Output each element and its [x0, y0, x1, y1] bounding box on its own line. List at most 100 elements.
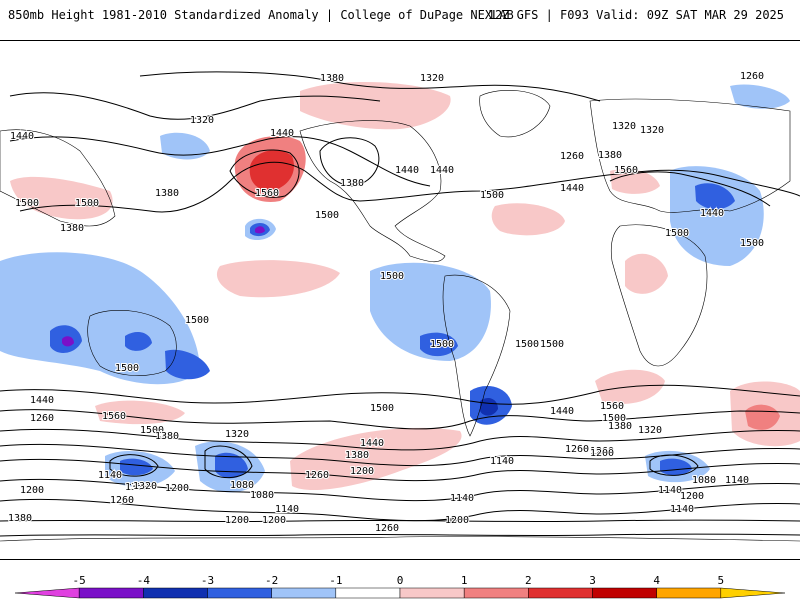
- contour-label: 1380: [155, 188, 179, 199]
- contour-label: 1500: [430, 339, 454, 350]
- contour-1080-low-a: [109, 454, 159, 477]
- anomaly-positive-spac: [290, 427, 462, 491]
- contour-label: 1440: [360, 438, 384, 449]
- contour-label: 1200: [20, 485, 44, 496]
- colorbar-tick-label: -4: [137, 574, 151, 587]
- contour-label-layer: 1380 1320 12601440132014401380150015601380…: [7, 70, 765, 535]
- contour-1440-sh: [0, 409, 800, 430]
- anomaly-negative-europe: [670, 166, 764, 266]
- colorbar-segment: [399, 587, 465, 599]
- colorbar-segment: [592, 587, 657, 599]
- anomaly-negative-aus-se: [165, 349, 210, 380]
- contour-label: 1560: [102, 411, 126, 422]
- contour-label: 1440: [700, 208, 724, 219]
- header: 850mb Height 1981-2010 Standardized Anom…: [0, 0, 800, 30]
- contour-label: 1560: [614, 165, 638, 176]
- contour-label: 1260: [375, 523, 399, 534]
- colorbar-segment: [656, 587, 722, 599]
- colorbar-segment: [528, 587, 593, 599]
- coast-north-america: [299, 120, 446, 263]
- contour-label: 1140: [275, 504, 299, 515]
- contour-label: 1200: [680, 491, 704, 502]
- contour-label: 1440: [430, 165, 454, 176]
- contour-1560-nh: [229, 149, 300, 198]
- map-panel[interactable]: 1380 1320 1260 1440 1320 1440 1380 1500 1560 1380…: [0, 40, 800, 560]
- coast-eurasia: [589, 98, 791, 213]
- anomaly-positive-aleutian-core: [249, 150, 294, 191]
- anomaly-positive-sh-strip: [95, 400, 185, 425]
- colorbar-tick-label: 2: [525, 574, 532, 587]
- colorbar-tick-label: -3: [201, 574, 214, 587]
- contour-label: 1200: [350, 466, 374, 477]
- anomaly-negative-arctic: [730, 84, 790, 109]
- contour-label: 1140: [490, 456, 514, 467]
- contour-label: 1440: [10, 131, 34, 142]
- contour-label: 1380: [320, 73, 344, 84]
- anomaly-map[interactable]: 1380 1320 12601440132014401380150015601380…: [0, 41, 800, 559]
- colorbar-segment: [14, 587, 80, 599]
- height-contours: [0, 71, 800, 537]
- anomaly-negative-hawaii-core: [255, 226, 265, 234]
- contour-label: 1500: [480, 190, 504, 201]
- colorbar: -5 -4 -3 -2 -1 0 1 2 3 4 5: [0, 570, 800, 600]
- anomaly-negative-sh-ind-core: [660, 458, 692, 476]
- contour-label: 1500: [515, 339, 539, 350]
- contour-label: 1380: [60, 223, 84, 234]
- contour-label: 1380: [8, 513, 32, 524]
- contour-1260-sh: [0, 458, 800, 482]
- contour-1200-sh-s: [0, 519, 800, 523]
- contour-label: 1320: [612, 121, 636, 132]
- contour-label: 1500: [602, 413, 626, 424]
- contour-1500-sh-n: [0, 384, 800, 405]
- colorbar-tick-label: -1: [329, 574, 342, 587]
- anomaly-negative-sh-pac-core: [120, 458, 153, 476]
- contour-label: 1320: [225, 429, 249, 440]
- anomaly-positive-npac: [300, 81, 451, 130]
- contour-label: 1080: [250, 490, 274, 501]
- contour-label: 1140: [670, 504, 694, 515]
- contour-label: 1320: [420, 73, 444, 84]
- colorbar-tick-label: -5: [73, 574, 86, 587]
- contour-label: 1320: [640, 125, 664, 136]
- colorbar-segment: [207, 587, 272, 599]
- colorbar-tick-label: -2: [265, 574, 278, 587]
- anomaly-negative-aus-core: [62, 336, 74, 347]
- contour-label: 1440: [395, 165, 419, 176]
- colorbar-tick-label: 0: [397, 574, 404, 587]
- contour-label: 1080: [692, 475, 716, 486]
- contour-label: 1560: [600, 401, 624, 412]
- colorbar-segment: [335, 587, 401, 599]
- coast-greenland: [479, 90, 551, 138]
- coast-antarctica: [0, 536, 800, 542]
- contour-label: 1260: [30, 413, 54, 424]
- anomaly-negative-europe-mid: [695, 183, 735, 210]
- contour-label: 1500: [315, 210, 339, 221]
- contour-label: 1200: [262, 515, 286, 526]
- contour-label: 1500: [75, 198, 99, 209]
- contour-label: 1140: [450, 493, 474, 504]
- contour-label: 1260: [305, 470, 329, 481]
- contour-1080-low-c: [649, 454, 699, 476]
- contour-label: 1500: [380, 271, 404, 282]
- contour-label: 1440: [30, 395, 54, 406]
- run-info: 12Z GFS | F093 Valid: 09Z SAT MAR 29 202…: [487, 8, 784, 22]
- contour-1440-nh: [9, 136, 431, 187]
- contour-label: 1140: [725, 475, 749, 486]
- contour-label: 1080: [230, 480, 254, 491]
- contour-label: 1380: [155, 431, 179, 442]
- contour-label: 1260: [560, 151, 584, 162]
- contour-1080-low-b: [204, 445, 253, 479]
- anomaly-negative-australia: [0, 252, 200, 385]
- contour-1200-sh: [0, 478, 800, 502]
- colorbar-segment: [720, 587, 786, 599]
- contour-label: 1380: [345, 450, 369, 461]
- contour-label: 1200: [445, 515, 469, 526]
- contour-label: 1500: [140, 425, 164, 436]
- contour-label: 1440: [550, 406, 574, 417]
- anomaly-positive-atlantic: [491, 203, 565, 236]
- colorbar-svg: -5 -4 -3 -2 -1 0 1 2 3 4 5: [14, 574, 786, 599]
- contour-label: 1500: [185, 315, 209, 326]
- contour-1500-nh: [19, 161, 800, 213]
- anomaly-negative-sam: [370, 262, 491, 361]
- contour-1320-nh: [9, 92, 381, 120]
